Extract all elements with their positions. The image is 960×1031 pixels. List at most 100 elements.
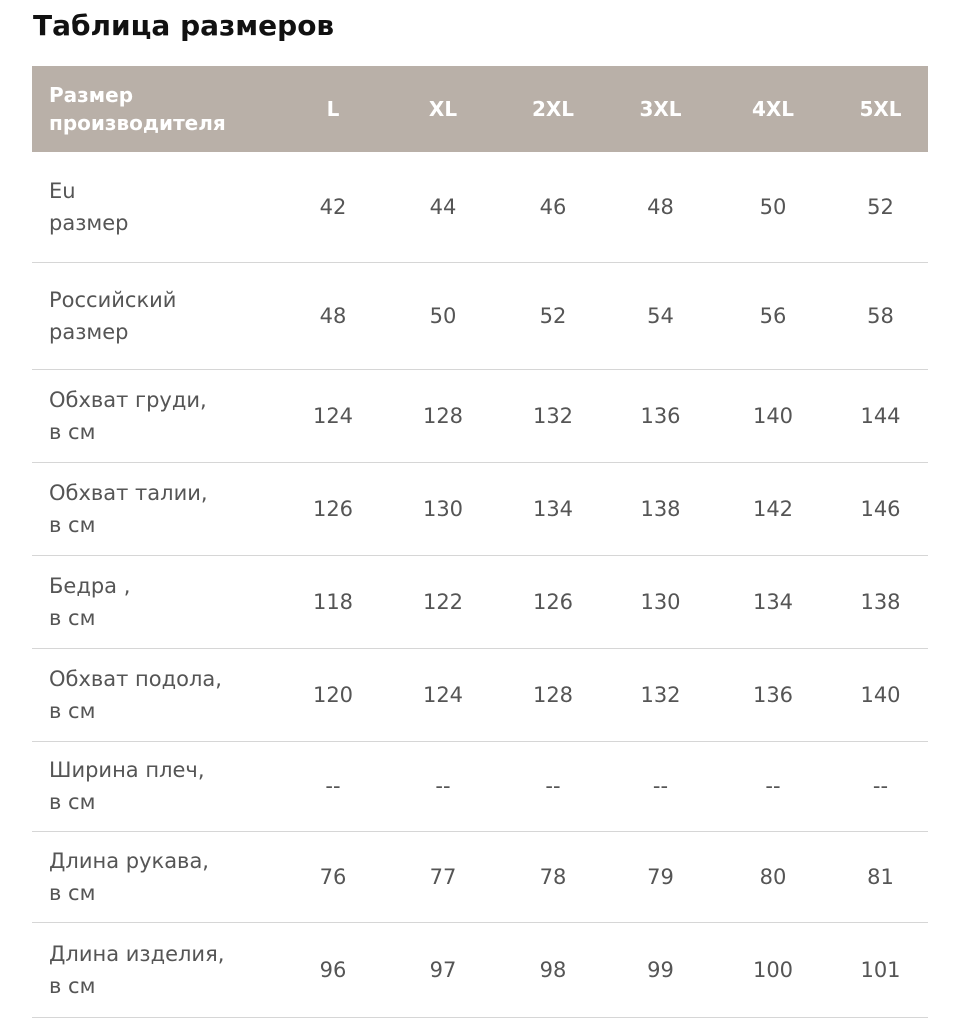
header-size-l: L [326,97,340,121]
table-row-chest: Обхват груди, в см 124 128 132 136 140 1… [32,369,928,463]
row-label-line1: Длина рукава, [49,848,209,873]
row-label: Бедра , в см [32,555,278,649]
row-label: Обхват подола, в см [32,648,278,742]
table-row-russian-size: Российский размер 48 50 52 54 56 58 [32,262,928,370]
header-size-4xl: 4XL [751,97,795,121]
row-label: Обхват талии, в см [32,462,278,556]
header-label-cell: Размер производителя [32,66,278,152]
table-cell: 140 [833,648,928,742]
row-label-line1: Ширина плеч, [49,758,205,782]
row-label-line1: Обхват подола, [49,666,222,691]
table-cell: 56 [713,262,833,370]
table-cell: 124 [388,648,498,742]
table-cell: 52 [833,152,928,263]
size-chart-table: Размер производителя L XL 2XL 3XL 4XL 5X… [32,66,928,1018]
table-cell: 97 [388,922,498,1018]
table-cell: 77 [388,831,498,923]
table-cell: -- [713,741,833,832]
row-label-line2: в см [49,605,96,630]
table-cell: 76 [278,831,388,923]
table-cell: -- [833,741,928,832]
row-label: Длина рукава, в см [32,831,278,923]
table-cell: 144 [833,369,928,463]
row-label-line2: размер [49,210,129,235]
header-size-xl: XL [428,97,458,121]
table-cell: 132 [498,369,608,463]
table-cell: 50 [713,152,833,263]
row-label-line1: Длина изделия, [49,941,225,966]
table-row-sleeve: Длина рукава, в см 76 77 78 79 80 81 [32,831,928,923]
table-cell: 46 [498,152,608,263]
table-cell: -- [278,741,388,832]
row-label-line2: размер [49,319,129,344]
table-cell: 44 [388,152,498,263]
table-cell: 124 [278,369,388,463]
table-cell: 48 [278,262,388,370]
table-cell: 138 [608,462,713,556]
header-size-3xl: 3XL [639,97,682,121]
row-label-line1: Eu [49,178,76,203]
table-cell: 134 [713,555,833,649]
table-cell: 118 [278,555,388,649]
table-cell: 54 [608,262,713,370]
row-label-line2: в см [49,512,96,537]
row-label: Ширина плеч, в см [32,741,278,832]
header-label-line1: Размер [49,83,134,107]
table-cell: 130 [608,555,713,649]
table-cell: 138 [833,555,928,649]
header-size-2xl: 2XL [531,97,575,121]
table-row-shoulders: Ширина плеч, в см -- -- -- -- -- -- [32,741,928,832]
table-row-eu-size: Eu размер 42 44 46 48 50 52 [32,152,928,263]
table-cell: 126 [278,462,388,556]
table-cell: 81 [833,831,928,923]
table-cell: 99 [608,922,713,1018]
table-cell: 80 [713,831,833,923]
table-cell: 140 [713,369,833,463]
table-cell: 132 [608,648,713,742]
table-cell: 48 [608,152,713,263]
table-cell: 58 [833,262,928,370]
table-cell: 78 [498,831,608,923]
table-cell: -- [388,741,498,832]
table-cell: 79 [608,831,713,923]
row-label: Российский размер [32,262,278,370]
header-size-5xl: 5XL [859,97,902,121]
table-cell: 100 [713,922,833,1018]
table-cell: 96 [278,922,388,1018]
table-header-row: Размер производителя L XL 2XL 3XL 4XL 5X… [32,66,928,152]
table-cell: 122 [388,555,498,649]
table-cell: 42 [278,152,388,263]
header-label-line2: производителя [49,111,226,135]
table-cell: -- [498,741,608,832]
table-cell: 128 [388,369,498,463]
table-cell: 101 [833,922,928,1018]
table-cell: 52 [498,262,608,370]
table-cell: 136 [608,369,713,463]
table-cell: 98 [498,922,608,1018]
row-label-line1: Бедра , [49,573,131,598]
row-label-line2: в см [49,698,96,723]
table-cell: 134 [498,462,608,556]
row-label-line2: в см [49,880,96,905]
table-row-hips: Бедра , в см 118 122 126 130 134 138 [32,555,928,649]
row-label-line2: в см [49,790,96,814]
table-row-waist: Обхват талии, в см 126 130 134 138 142 1… [32,462,928,556]
row-label: Eu размер [32,152,278,263]
table-cell: 142 [713,462,833,556]
row-label-line2: в см [49,973,96,998]
table-row-hem: Обхват подола, в см 120 124 128 132 136 … [32,648,928,742]
table-row-length: Длина изделия, в см 96 97 98 99 100 101 [32,922,928,1018]
row-label-line1: Российский [49,287,177,312]
table-cell: -- [608,741,713,832]
row-label-line1: Обхват груди, [49,387,207,412]
page-title: Таблица размеров [33,9,335,42]
table-cell: 120 [278,648,388,742]
row-label: Длина изделия, в см [32,922,278,1018]
table-cell: 130 [388,462,498,556]
row-label-line2: в см [49,419,96,444]
table-cell: 50 [388,262,498,370]
table-cell: 128 [498,648,608,742]
row-label-line1: Обхват талии, [49,480,208,505]
table-cell: 136 [713,648,833,742]
row-label: Обхват груди, в см [32,369,278,463]
